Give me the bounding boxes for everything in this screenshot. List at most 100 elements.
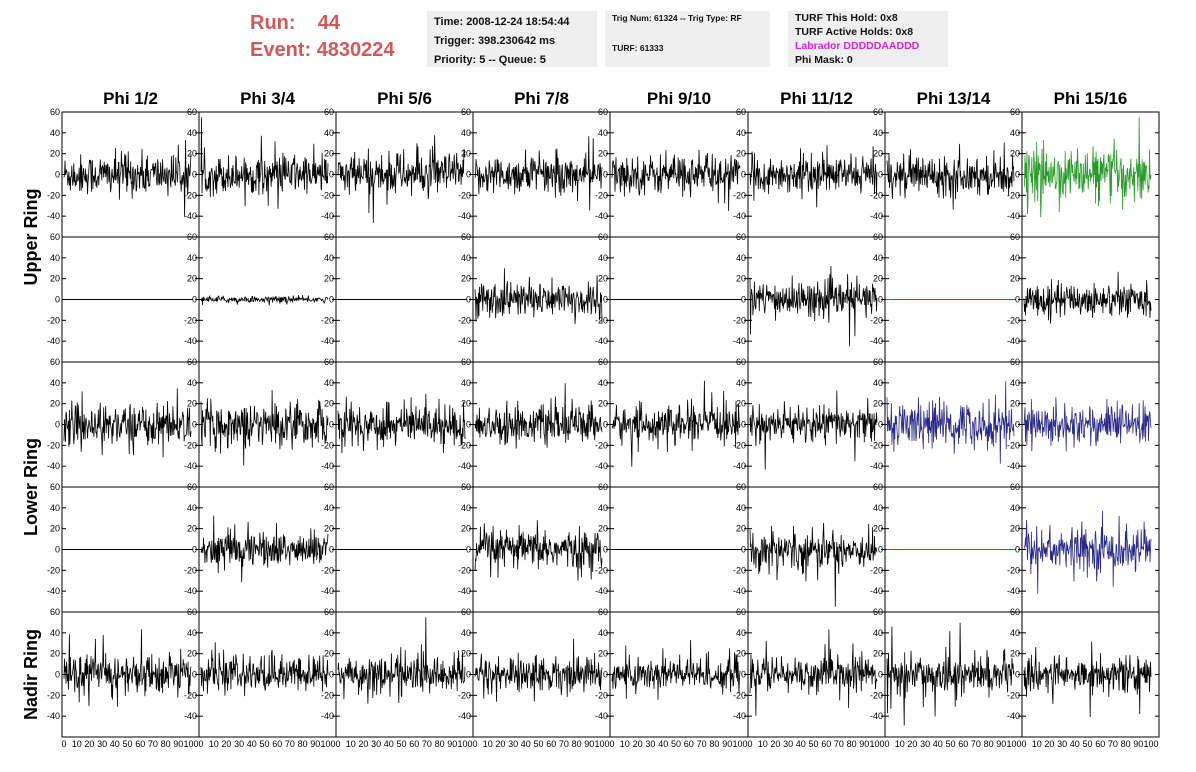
ytick-label-r0-c0: 20 bbox=[50, 149, 60, 159]
ytick-label-r4-c3: 20 bbox=[461, 649, 471, 659]
ytick-label-r0-c7: 20 bbox=[1010, 149, 1020, 159]
ytick-label-r3-c2: -20 bbox=[321, 565, 334, 575]
trace-r2-c1 bbox=[200, 389, 329, 466]
xtick-label-c0: 40 bbox=[110, 739, 120, 749]
xtick-label-c1: 70 bbox=[285, 739, 295, 749]
ytick-label-r2-c1: -40 bbox=[184, 461, 197, 471]
xtick-label-c5: 0 bbox=[747, 739, 752, 749]
ytick-label-r4-c0: -40 bbox=[47, 711, 60, 721]
xtick-label-c3: 20 bbox=[495, 739, 505, 749]
ytick-label-r3-c2: 0 bbox=[329, 545, 334, 555]
trace-r2-c2 bbox=[337, 393, 466, 454]
xtick-label-c7: 80 bbox=[1121, 739, 1131, 749]
turf-line: TURF: 61333 bbox=[612, 43, 664, 53]
ytick-label-r2-c2: -40 bbox=[321, 461, 334, 471]
ytick-label-r1-c2: -20 bbox=[321, 315, 334, 325]
ytick-label-r4-c4: 0 bbox=[603, 670, 608, 680]
xtick-label-c3: 50 bbox=[533, 739, 543, 749]
xtick-label-c4: 100 bbox=[732, 739, 747, 749]
time-info-panel: Time: 2008-12-24 18:54:44 Trigger: 398.2… bbox=[427, 11, 597, 67]
ytick-label-r1-c1: 60 bbox=[187, 232, 197, 242]
ytick-label-r2-c6: -20 bbox=[870, 440, 883, 450]
trace-r2-c5 bbox=[749, 390, 878, 470]
ytick-label-r4-c0: 60 bbox=[50, 607, 60, 617]
ytick-label-r1-c0: 60 bbox=[50, 232, 60, 242]
trace-r1-c3 bbox=[474, 268, 603, 325]
ytick-label-r4-c4: -20 bbox=[595, 690, 608, 700]
priority-line: Priority: 5 -- Queue: 5 bbox=[434, 54, 546, 66]
xtick-label-c4: 90 bbox=[722, 739, 732, 749]
xtick-label-c3: 100 bbox=[594, 739, 609, 749]
ytick-label-r4-c6: 60 bbox=[873, 607, 883, 617]
ytick-label-r4-c5: -20 bbox=[733, 690, 746, 700]
trace-r1-c5 bbox=[749, 265, 878, 347]
ytick-label-r4-c2: 40 bbox=[324, 628, 334, 638]
xtick-label-c0: 10 bbox=[72, 739, 82, 749]
ytick-label-r0-c6: 60 bbox=[873, 107, 883, 117]
ytick-label-r2-c0: 60 bbox=[50, 357, 60, 367]
xtick-label-c7: 0 bbox=[1021, 739, 1026, 749]
column-title-6: Phi 11/12 bbox=[780, 89, 853, 108]
labrador-line: Labrador DDDDDAADDD bbox=[795, 40, 920, 52]
xtick-label-c4: 60 bbox=[684, 739, 694, 749]
ytick-label-r3-c7: -20 bbox=[1007, 565, 1020, 575]
trace-r0-c7 bbox=[1023, 117, 1152, 218]
ytick-label-r4-c5: 40 bbox=[736, 628, 746, 638]
xtick-label-c1: 90 bbox=[310, 739, 320, 749]
xtick-label-c4: 10 bbox=[620, 739, 630, 749]
ytick-label-r1-c4: 60 bbox=[598, 232, 608, 242]
xtick-label-c3: 60 bbox=[546, 739, 556, 749]
xtick-label-c3: 10 bbox=[483, 739, 493, 749]
trig-info-panel: Trig Num: 61324 -- Trig Type: RF TURF: 6… bbox=[605, 11, 770, 67]
ytick-label-r2-c6: 0 bbox=[878, 420, 883, 430]
ytick-label-r0-c7: 0 bbox=[1015, 170, 1020, 180]
ytick-label-r1-c7: 20 bbox=[1010, 274, 1020, 284]
xtick-label-c6: 80 bbox=[984, 739, 994, 749]
xtick-label-c2: 50 bbox=[396, 739, 406, 749]
ytick-label-r0-c1: 60 bbox=[187, 107, 197, 117]
ytick-label-r3-c1: 20 bbox=[187, 524, 197, 534]
ytick-label-r0-c1: 0 bbox=[192, 170, 197, 180]
xtick-label-c4: 80 bbox=[709, 739, 719, 749]
trace-r2-c7 bbox=[1023, 397, 1152, 452]
ytick-label-r3-c0: 60 bbox=[50, 482, 60, 492]
trace-r2-c6 bbox=[886, 381, 1015, 464]
ytick-label-r3-c7: 60 bbox=[1010, 482, 1020, 492]
event-label: Event: bbox=[250, 39, 312, 61]
ytick-label-r3-c6: -40 bbox=[870, 586, 883, 596]
ytick-label-r0-c2: 40 bbox=[324, 128, 334, 138]
run-label: Run: bbox=[250, 12, 296, 34]
xtick-label-c5: 80 bbox=[847, 739, 857, 749]
ytick-label-r1-c4: 0 bbox=[603, 295, 608, 305]
xtick-label-c1: 0 bbox=[198, 739, 203, 749]
xtick-label-c3: 70 bbox=[559, 739, 569, 749]
ytick-label-r3-c3: 0 bbox=[466, 545, 471, 555]
ytick-label-r3-c1: 0 bbox=[192, 545, 197, 555]
ytick-label-r1-c1: 40 bbox=[187, 253, 197, 263]
ytick-label-r4-c5: -40 bbox=[733, 711, 746, 721]
ytick-label-r4-c7: 0 bbox=[1015, 670, 1020, 680]
trace-r4-c1 bbox=[200, 642, 329, 697]
ytick-label-r4-c6: 20 bbox=[873, 649, 883, 659]
ytick-label-r1-c5: -20 bbox=[733, 315, 746, 325]
xtick-label-c6: 40 bbox=[933, 739, 943, 749]
xtick-label-c1: 40 bbox=[247, 739, 257, 749]
ytick-label-r1-c2: -40 bbox=[321, 336, 334, 346]
xtick-label-c0: 90 bbox=[173, 739, 183, 749]
ytick-label-r1-c6: 60 bbox=[873, 232, 883, 242]
xtick-label-c7: 100 bbox=[1143, 739, 1158, 749]
ytick-label-r0-c2: 20 bbox=[324, 149, 334, 159]
ytick-label-r0-c4: 20 bbox=[598, 149, 608, 159]
ytick-label-r0-c4: -40 bbox=[595, 211, 608, 221]
xtick-label-c5: 20 bbox=[770, 739, 780, 749]
ytick-label-r3-c4: 20 bbox=[598, 524, 608, 534]
xtick-label-c7: 10 bbox=[1032, 739, 1042, 749]
ytick-label-r3-c6: -20 bbox=[870, 565, 883, 575]
ytick-label-r0-c3: 40 bbox=[461, 128, 471, 138]
ytick-label-r3-c4: -40 bbox=[595, 586, 608, 596]
trace-r1-c7 bbox=[1023, 271, 1152, 324]
xtick-label-c6: 70 bbox=[971, 739, 981, 749]
ytick-label-r1-c1: 0 bbox=[192, 295, 197, 305]
ytick-label-r4-c6: -40 bbox=[870, 711, 883, 721]
ytick-label-r4-c3: 60 bbox=[461, 607, 471, 617]
